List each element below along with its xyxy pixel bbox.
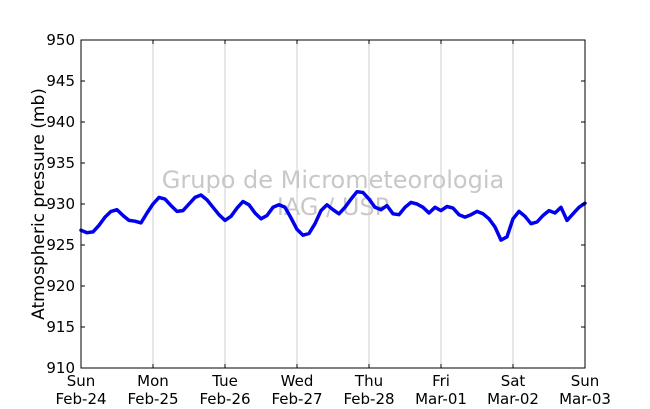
x-tick-label-day: Wed	[281, 372, 314, 390]
x-tick-label-date: Mar-01	[415, 390, 467, 408]
x-tick-label-date: Feb-24	[55, 390, 106, 408]
x-axis: SunFeb-24MonFeb-25TueFeb-26WedFeb-27ThuF…	[55, 40, 611, 408]
pressure-series-line	[79, 189, 587, 242]
y-tick-label: 925	[46, 236, 75, 254]
x-tick-label-day: Sat	[501, 372, 526, 390]
plot-background	[81, 40, 585, 368]
y-tick-label: 910	[46, 359, 75, 377]
x-tick-label-day: Tue	[211, 372, 238, 390]
series-layer	[79, 189, 587, 242]
x-tick-label-date: Feb-25	[127, 390, 178, 408]
y-tick-label: 920	[46, 277, 75, 295]
x-tick-label-day: Mon	[137, 372, 169, 390]
y-tick-label: 950	[46, 31, 75, 49]
watermark-line2: IAG / USP	[277, 193, 389, 221]
x-tick-label-day: Sun	[67, 372, 96, 390]
x-tick-label-date: Feb-27	[271, 390, 322, 408]
x-tick-label-day: Sun	[571, 372, 600, 390]
watermark-line1: Grupo de Micrometeorologia	[162, 166, 504, 194]
x-tick-label-day: Fri	[432, 372, 450, 390]
y-tick-label: 940	[46, 113, 75, 131]
y-axis: 910 915 920 925 930 935 940 945 950	[46, 31, 585, 377]
x-tick-label-date: Feb-28	[343, 390, 394, 408]
x-tick-label-date: Feb-26	[199, 390, 250, 408]
y-tick-label: 935	[46, 154, 75, 172]
y-tick-label: 945	[46, 72, 75, 90]
y-tick-label: 915	[46, 318, 75, 336]
grid-lines	[152, 40, 514, 368]
y-tick-label: 930	[46, 195, 75, 213]
y-axis-title: Atmospheric pressure (mb)	[29, 88, 49, 320]
x-tick-label-date: Mar-03	[559, 390, 611, 408]
x-tick-label-day: Thu	[354, 372, 383, 390]
watermark: Grupo de Micrometeorologia IAG / USP	[162, 166, 504, 221]
x-tick-label-date: Mar-02	[487, 390, 539, 408]
